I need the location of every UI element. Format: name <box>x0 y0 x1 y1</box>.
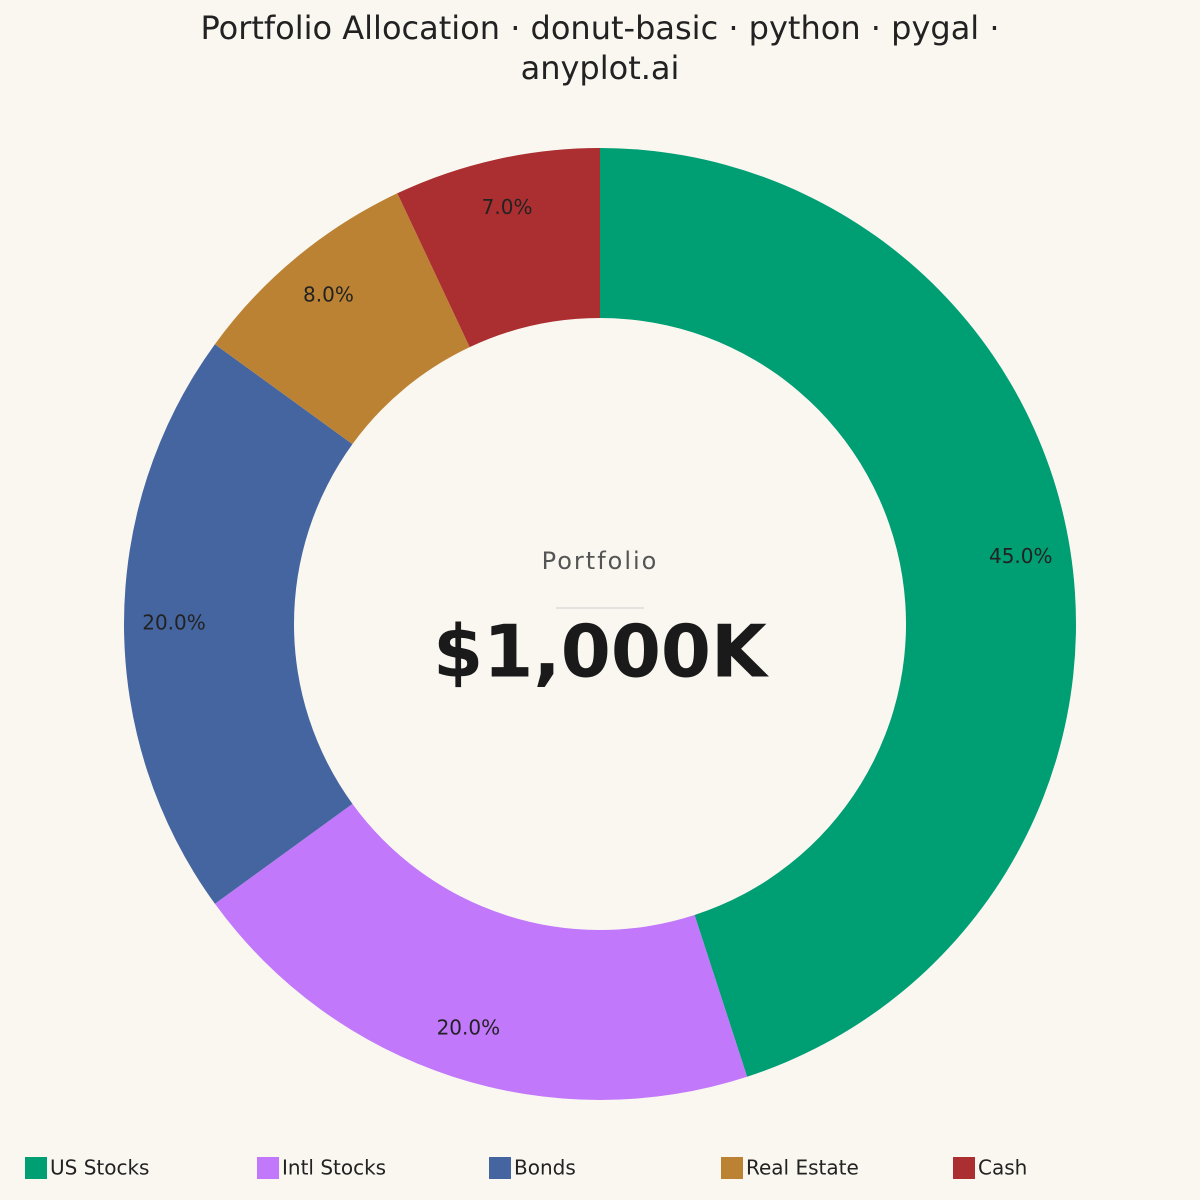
legend-label: Intl Stocks <box>282 1156 386 1180</box>
value-label: 7.0% <box>482 195 533 219</box>
value-label: 8.0% <box>303 282 354 306</box>
value-label: 45.0% <box>989 544 1053 568</box>
legend-swatch <box>953 1157 975 1179</box>
donut-slice <box>124 344 353 904</box>
legend-label: Real Estate <box>746 1156 859 1180</box>
donut-slice <box>214 193 470 445</box>
legend-swatch <box>257 1157 279 1179</box>
value-label: 20.0% <box>142 611 206 635</box>
legend-swatch <box>25 1157 47 1179</box>
legend-swatch <box>721 1157 743 1179</box>
center-value: $1,000K <box>433 610 769 694</box>
center-label: Portfolio <box>542 547 659 575</box>
legend-label: US Stocks <box>50 1156 149 1180</box>
chart-title: Portfolio Allocation · donut-basic · pyt… <box>200 9 1000 87</box>
donut-slice <box>397 148 600 348</box>
legend-label: Bonds <box>514 1156 576 1180</box>
value-label: 20.0% <box>437 1016 501 1040</box>
donut-slice <box>214 803 748 1101</box>
legend-label: Cash <box>978 1156 1027 1180</box>
donut-slice <box>600 148 1077 1077</box>
legend-swatch <box>489 1157 511 1179</box>
